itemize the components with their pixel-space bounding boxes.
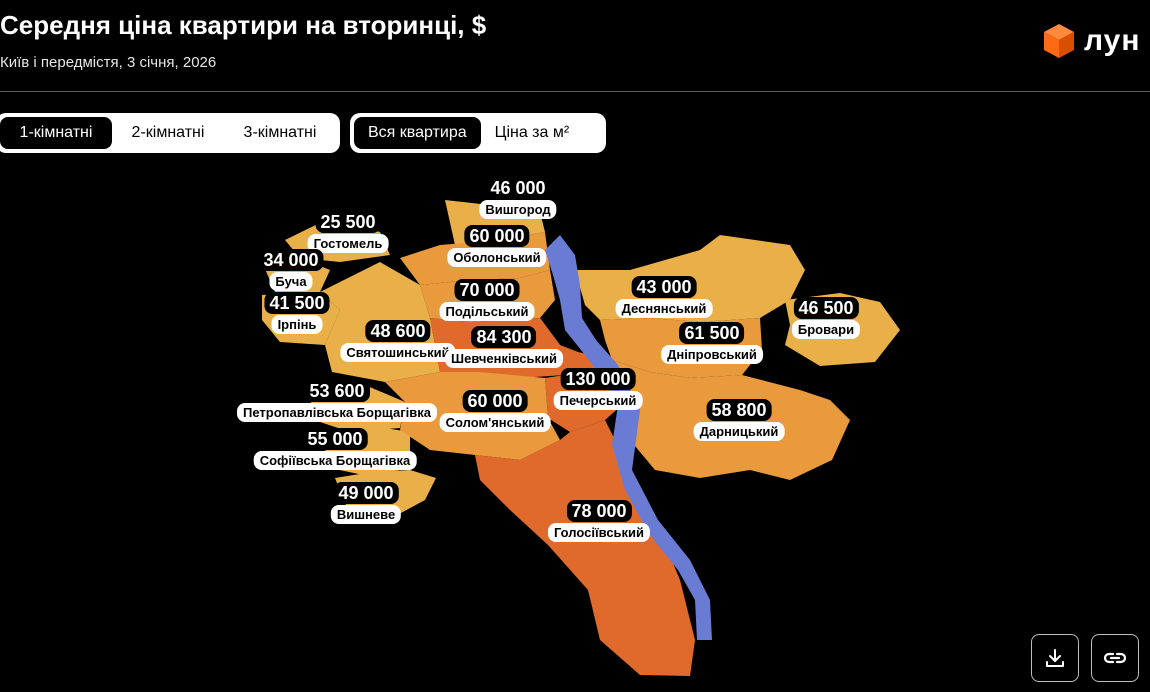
label-sviatoshyn[interactable]: 48 600 Святошинський (340, 320, 456, 362)
download-button[interactable] (1031, 634, 1079, 682)
price-value: 84 300 (471, 326, 537, 348)
rooms-toggle: 1-кімнатні 2-кімнатні 3-кімнатні (0, 113, 340, 153)
region-name: Голосіївський (547, 523, 651, 542)
orange-cube-icon (1044, 24, 1074, 58)
download-icon (1046, 649, 1064, 667)
price-value: 34 000 (258, 249, 324, 271)
label-brovary[interactable]: 46 500 Бровари (791, 297, 861, 339)
region-name: Вишгород (479, 200, 557, 219)
price-value: 58 800 (706, 399, 772, 421)
region-name: Подільський (439, 302, 535, 321)
label-shevchenko[interactable]: 84 300 Шевченківський (445, 326, 563, 368)
logo-text: лун (1084, 24, 1141, 57)
region-name: Печерський (553, 391, 643, 410)
price-value: 25 500 (315, 211, 381, 233)
label-pechersk[interactable]: 130 000 Печерський (553, 368, 643, 410)
price-value: 55 000 (302, 428, 368, 450)
label-hostomel[interactable]: 25 500 Гостомель (307, 211, 389, 253)
label-sofiivska[interactable]: 55 000 Софіївська Борщагівка (253, 428, 417, 470)
price-value: 60 000 (462, 390, 528, 412)
price-value: 48 600 (365, 320, 431, 342)
region-name: Шевченківський (445, 349, 563, 368)
label-vyshneve[interactable]: 49 000 Вишневе (330, 482, 402, 524)
region-name: Петропавлівська Борщагівка (237, 403, 437, 422)
label-obolon[interactable]: 60 000 Оболонський (447, 225, 547, 267)
region-name: Святошинський (340, 343, 456, 362)
label-petropavlivska[interactable]: 53 600 Петропавлівська Борщагівка (237, 380, 437, 422)
price-value: 46 500 (793, 297, 859, 319)
price-value: 43 000 (631, 276, 697, 298)
region-name: Гостомель (307, 234, 389, 253)
tab-price-per-m2[interactable]: Ціна за м² (494, 124, 570, 141)
page-title: Середня ціна квартири на вторинці, $ (0, 10, 487, 40)
page-subtitle: Київ і передмістя, 3 січня, 2026 (0, 54, 217, 71)
price-value: 78 000 (566, 500, 632, 522)
region-name: Солом'янський (439, 413, 551, 432)
region-name: Бровари (791, 320, 861, 339)
region-name: Буча (269, 272, 313, 291)
label-podil[interactable]: 70 000 Подільський (439, 279, 535, 321)
region-holosiivskyi[interactable] (475, 420, 695, 676)
region-name: Оболонський (447, 248, 547, 267)
region-name: Дарницький (693, 422, 785, 441)
dnipro-river (545, 235, 712, 640)
price-value: 60 000 (464, 225, 530, 247)
price-value: 49 000 (333, 482, 399, 504)
label-solomianskyi[interactable]: 60 000 Солом'янський (439, 390, 551, 432)
label-bucha[interactable]: 34 000 Буча (258, 249, 324, 291)
tab-1-room[interactable]: 1-кімнатні (0, 117, 112, 149)
region-name: Вишневе (330, 505, 402, 524)
label-holosiivskyi[interactable]: 78 000 Голосіївський (547, 500, 651, 542)
label-dniprovskyi[interactable]: 61 500 Дніпровський (661, 322, 763, 364)
label-vyshhorod[interactable]: 46 000 Вишгород (479, 177, 557, 219)
copy-link-button[interactable] (1091, 634, 1139, 682)
price-value: 41 500 (264, 292, 330, 314)
tab-whole-apartment[interactable]: Вся квартира (354, 117, 481, 149)
logo[interactable]: лун (1042, 22, 1140, 60)
label-irpin[interactable]: 41 500 Ірпінь (264, 292, 330, 334)
price-value: 70 000 (454, 279, 520, 301)
region-name: Деснянський (615, 299, 713, 318)
metric-toggle: Вся квартира Ціна за м² (350, 113, 606, 153)
region-name: Ірпінь (271, 315, 323, 334)
price-value: 130 000 (560, 368, 636, 390)
tab-3-room[interactable]: 3-кімнатні (243, 124, 317, 141)
label-darnytskyi[interactable]: 58 800 Дарницький (693, 399, 785, 441)
link-icon (1103, 652, 1127, 664)
region-name: Софіївська Борщагівка (253, 451, 417, 470)
price-value: 53 600 (304, 380, 370, 402)
price-value: 61 500 (679, 322, 745, 344)
label-desnianskyi[interactable]: 43 000 Деснянський (615, 276, 713, 318)
price-value: 46 000 (485, 177, 551, 199)
region-name: Дніпровський (661, 345, 763, 364)
header-divider (0, 91, 1150, 92)
tab-2-room[interactable]: 2-кімнатні (131, 124, 205, 141)
